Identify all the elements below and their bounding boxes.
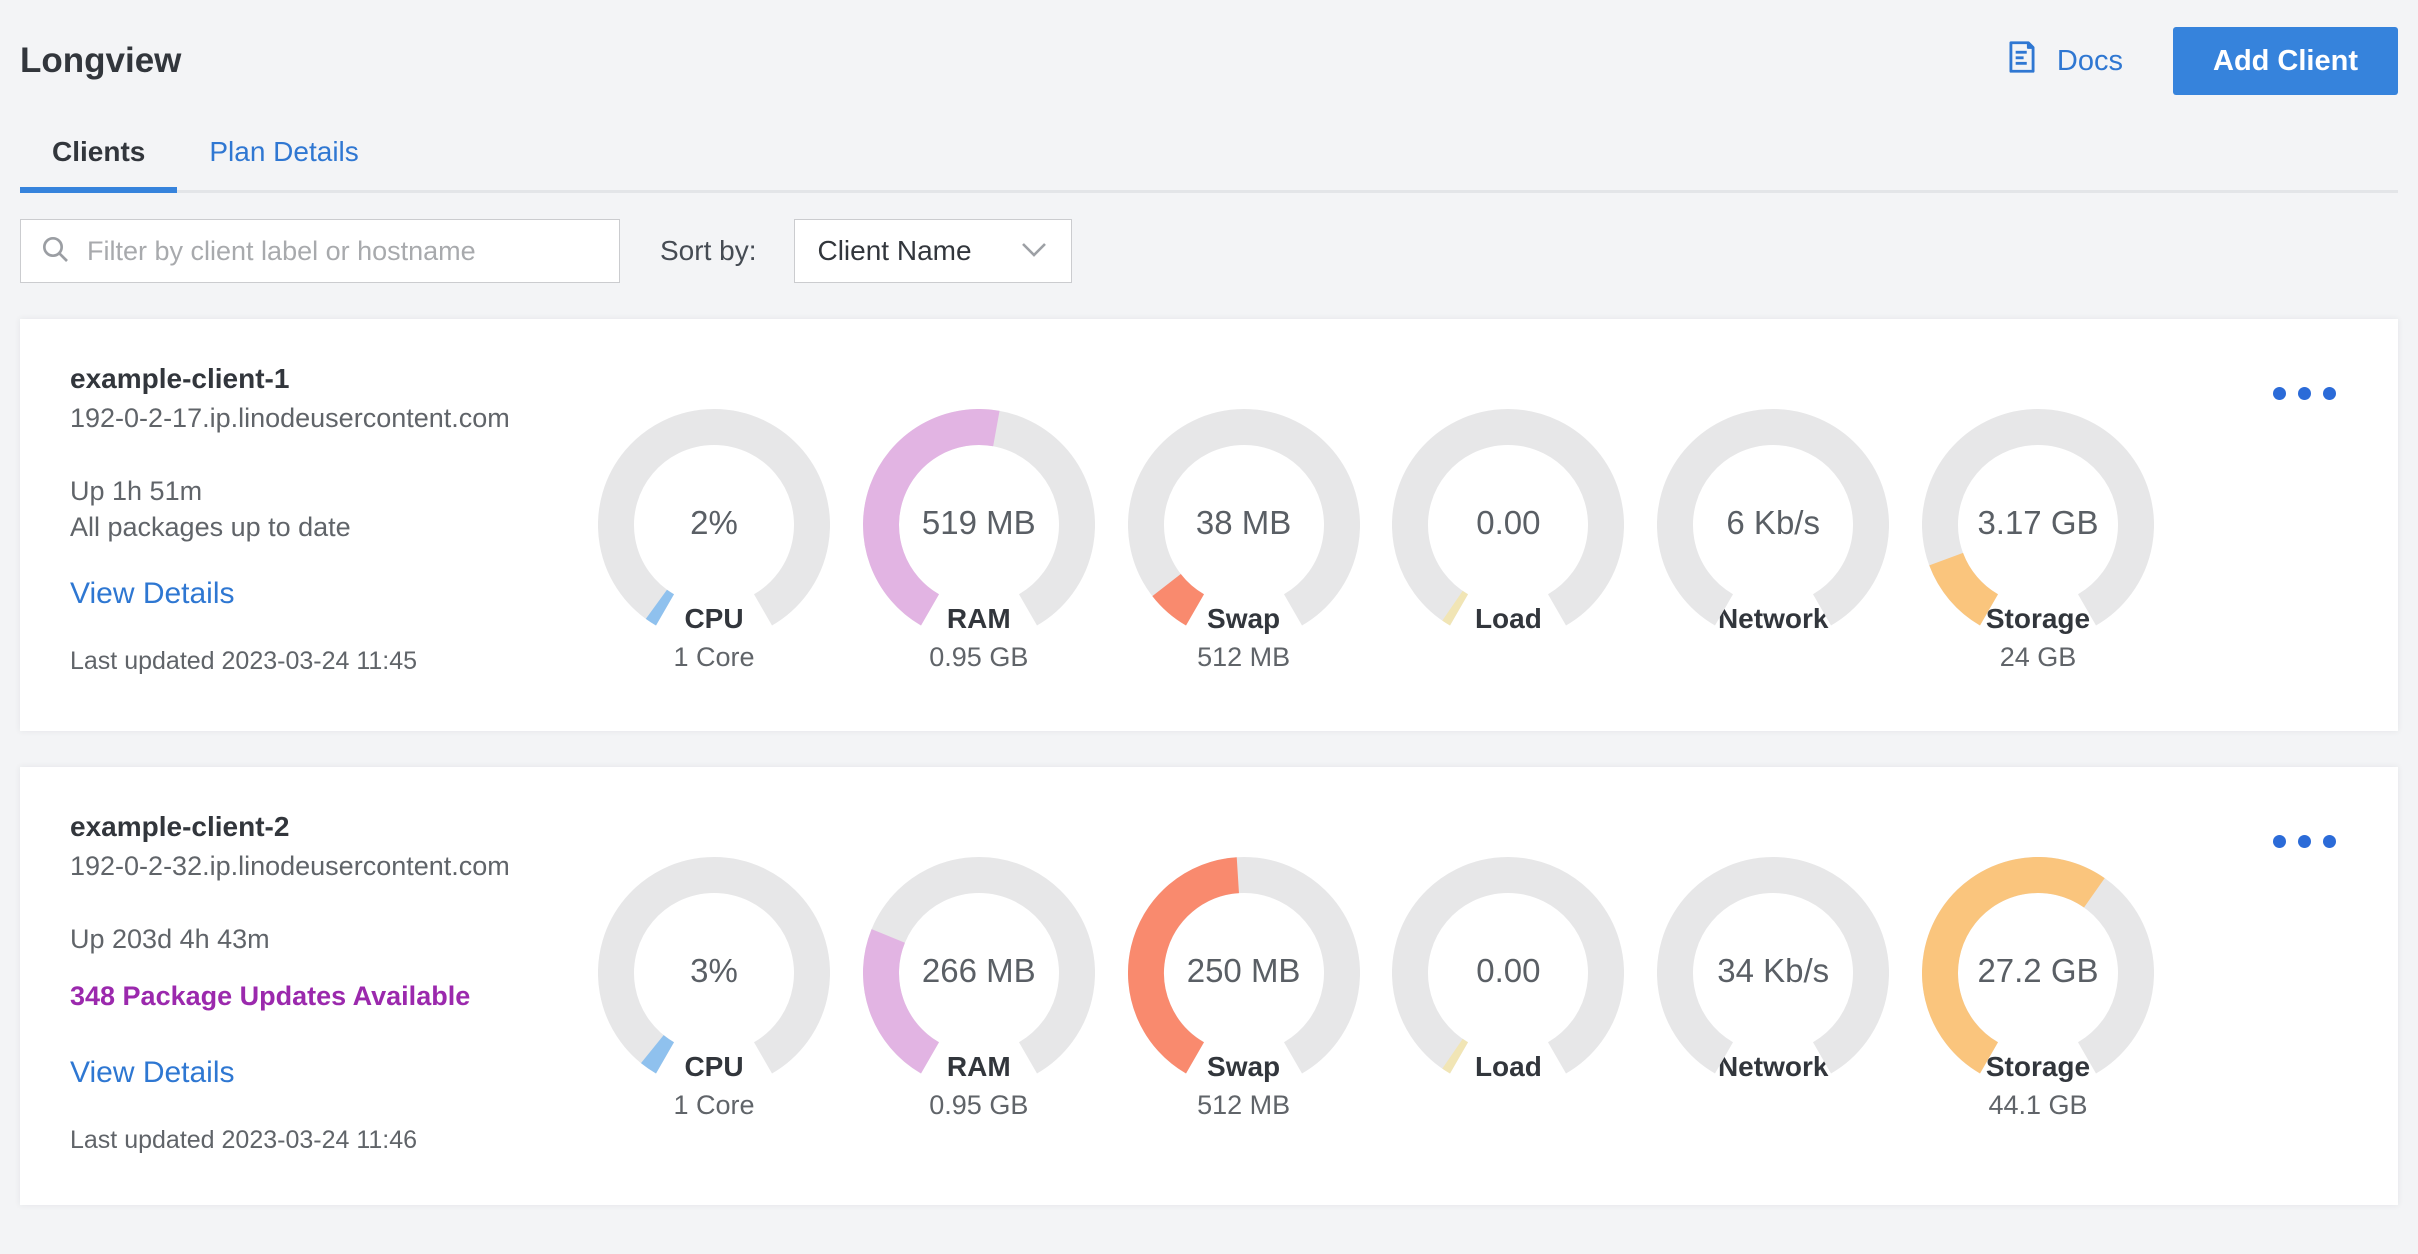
gauge-metric-label: Storage: [1985, 603, 2091, 634]
gauge-metric-label: CPU: [684, 603, 744, 634]
client-info: example-client-1 192-0-2-17.ip.linodeuse…: [70, 363, 540, 691]
gauge-capacity-label: 0.95 GB: [929, 642, 1029, 672]
tab-plan-details[interactable]: Plan Details: [209, 136, 359, 167]
docs-link-label: Docs: [2056, 44, 2123, 77]
page-header: Longview Docs Add Client: [20, 0, 2398, 96]
client-hostname: 192-0-2-32.ip.linodeusercontent.com: [70, 851, 510, 881]
client-filter-box[interactable]: [20, 219, 620, 283]
gauge-capacity-label: 1 Core: [673, 642, 755, 672]
sort-select-value: Client Name: [817, 235, 972, 266]
docs-link[interactable]: Docs: [2003, 38, 2123, 84]
gauge-load: 0.00 Load: [1390, 857, 1626, 1165]
gauge-metric-label: Load: [1474, 603, 1542, 634]
last-updated: Last updated 2023-03-24 11:45: [70, 647, 418, 675]
gauge-storage: 3.17 GB Storage 24 GB: [1920, 409, 2156, 691]
gauge-value: 250 MB: [1186, 952, 1301, 989]
gauge-ram: 519 MB RAM 0.95 GB: [861, 409, 1097, 691]
gauge-value: 38 MB: [1195, 504, 1292, 541]
search-icon: [39, 233, 71, 270]
header-actions: Docs Add Client: [2003, 27, 2398, 95]
gauge-value: 3.17 GB: [1977, 504, 2099, 541]
gauge-value: 27.2 GB: [1977, 952, 2099, 989]
gauge-arc: 266 MB: [862, 857, 1095, 1079]
gauge-capacity-label: 512 MB: [1197, 642, 1291, 672]
gauge-value: 266 MB: [921, 952, 1036, 989]
gauge-capacity-label: 512 MB: [1197, 1090, 1291, 1120]
client-uptime: Up 1h 51m: [70, 476, 203, 506]
client-name: example-client-2: [70, 811, 290, 842]
filter-row: Sort by: Client Name: [20, 219, 2398, 283]
gauge-cpu: 2% CPU 1 Core: [596, 409, 832, 691]
gauge-capacity-label: 1 Core: [673, 1090, 755, 1120]
client-card: example-client-2 192-0-2-32.ip.linodeuse…: [20, 767, 2398, 1205]
last-updated: Last updated 2023-03-24 11:46: [70, 1126, 418, 1154]
chevron-down-icon: [1019, 235, 1049, 267]
client-uptime: Up 203d 4h 43m: [70, 924, 270, 954]
client-card: example-client-1 192-0-2-17.ip.linodeuse…: [20, 319, 2398, 731]
longview-page: Longview Docs Add Client Clients Plan D: [20, 0, 2398, 1205]
gauge-swap: 38 MB Swap 512 MB: [1126, 409, 1362, 691]
gauge-metric-label: Swap: [1207, 603, 1281, 634]
gauge-capacity-label: 24 GB: [1999, 642, 2077, 672]
tab-clients[interactable]: Clients: [20, 124, 178, 193]
card-actions-menu-button[interactable]: [2265, 379, 2344, 408]
gauge-value: 6 Kb/s: [1726, 504, 1820, 541]
gauge-ram: 266 MB RAM 0.95 GB: [861, 857, 1097, 1165]
gauge-arc: 0.00: [1392, 409, 1625, 631]
ellipsis-horizontal-icon: [2273, 835, 2286, 848]
gauge-arc: 34 Kb/s: [1657, 857, 1890, 1079]
page-title: Longview: [20, 41, 182, 80]
gauge-swap: 250 MB Swap 512 MB: [1126, 857, 1362, 1165]
gauge-value: 34 Kb/s: [1717, 952, 1830, 989]
gauge-metric-label: Network: [1717, 1051, 1829, 1082]
gauge-value: 2%: [690, 504, 738, 541]
gauge-metric-label: RAM: [946, 603, 1011, 634]
gauge-arc: 250 MB: [1127, 857, 1360, 1079]
gauge-storage: 27.2 GB Storage 44.1 GB: [1920, 857, 2156, 1165]
gauge-load: 0.00 Load: [1390, 409, 1626, 691]
client-packages-status[interactable]: 348 Package Updates Available: [70, 981, 471, 1011]
gauge-capacity-label: 0.95 GB: [929, 1090, 1029, 1120]
gauge-arc: 38 MB: [1127, 409, 1360, 631]
view-details-link[interactable]: View Details: [70, 577, 235, 610]
gauge-metric-label: CPU: [684, 1051, 744, 1082]
client-info: example-client-2 192-0-2-32.ip.linodeuse…: [70, 811, 540, 1165]
gauge-metric-label: RAM: [946, 1051, 1011, 1082]
gauge-metric-label: Load: [1474, 1051, 1542, 1082]
sort-select[interactable]: Client Name: [794, 219, 1073, 283]
gauge-value: 0.00: [1476, 504, 1541, 541]
client-filter-input[interactable]: [87, 235, 601, 267]
tab-bar: Clients Plan Details: [20, 124, 2398, 193]
gauge-capacity-label: 44.1 GB: [1988, 1090, 2088, 1120]
gauge-network: 6 Kb/s Network: [1655, 409, 1891, 691]
gauge-row: 2% CPU 1 Core 519 MB RAM 0.95 GB: [596, 363, 2156, 691]
sort-by-label: Sort by:: [660, 235, 757, 266]
add-client-button[interactable]: Add Client: [2173, 27, 2398, 95]
docs-icon: [2003, 38, 2041, 84]
gauge-value: 0.00: [1476, 952, 1541, 989]
gauge-arc: 6 Kb/s: [1657, 409, 1890, 631]
gauge-arc: 0.00: [1392, 857, 1625, 1079]
gauge-value: 519 MB: [921, 504, 1036, 541]
gauge-arc: 27.2 GB: [1922, 857, 2154, 1079]
gauge-arc: 519 MB: [862, 409, 1095, 631]
client-hostname: 192-0-2-17.ip.linodeusercontent.com: [70, 403, 510, 433]
gauge-metric-label: Storage: [1985, 1051, 2091, 1082]
gauge-arc: 3.17 GB: [1922, 409, 2154, 631]
gauge-metric-label: Network: [1717, 603, 1829, 634]
gauge-arc: 2%: [598, 409, 830, 631]
card-actions-menu-button[interactable]: [2265, 827, 2344, 856]
gauge-arc: 3%: [598, 857, 830, 1079]
gauge-network: 34 Kb/s Network: [1655, 857, 1891, 1165]
client-name: example-client-1: [70, 363, 290, 394]
ellipsis-horizontal-icon: [2273, 387, 2286, 400]
client-packages-status: All packages up to date: [70, 512, 351, 542]
gauge-metric-label: Swap: [1207, 1051, 1281, 1082]
view-details-link[interactable]: View Details: [70, 1056, 235, 1089]
gauge-row: 3% CPU 1 Core 266 MB RAM 0.95 GB: [596, 811, 2156, 1165]
gauge-value: 3%: [690, 952, 738, 989]
gauge-cpu: 3% CPU 1 Core: [596, 857, 832, 1165]
